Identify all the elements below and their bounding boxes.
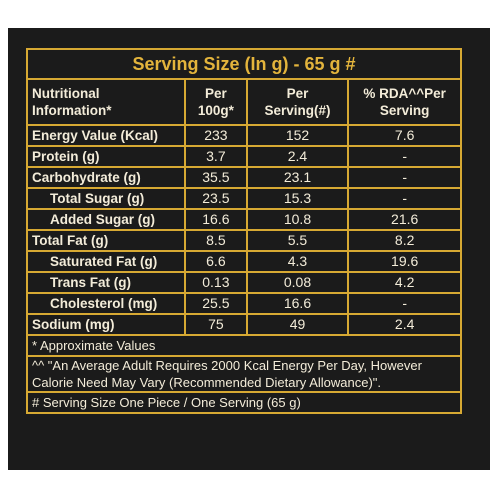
- nutrient-label: Cholesterol (mg): [25, 292, 187, 315]
- nutrient-label: Saturated Fat (g): [25, 250, 187, 273]
- value-cell: 8.2: [347, 229, 462, 252]
- value-cell: 19.6: [347, 250, 462, 273]
- nutrient-label: Added Sugar (g): [25, 208, 187, 231]
- table-row: ^^ "An Average Adult Requires 2000 Kcal …: [26, 355, 462, 393]
- value-cell: 16.6: [245, 292, 350, 315]
- value-cell: 25.5: [184, 292, 248, 315]
- footnote: # Serving Size One Piece / One Serving (…: [26, 391, 462, 414]
- value-cell: 2.4: [245, 145, 350, 168]
- value-cell: 21.6: [347, 208, 462, 231]
- value-cell: 152: [245, 124, 350, 147]
- table-row: Saturated Fat (g) 6.6 4.3 19.6: [25, 250, 462, 273]
- table-row: Protein (g) 3.7 2.4-: [25, 145, 462, 168]
- value-cell: 7.6: [347, 124, 462, 147]
- table-row: # Serving Size One Piece / One Serving (…: [26, 391, 462, 414]
- value-cell: 49: [245, 313, 350, 336]
- nutrition-table: Serving Size (In g) - 65 g # Nutritional…: [25, 48, 462, 414]
- value-cell: 16.6: [184, 208, 248, 231]
- value-cell: 8.5: [184, 229, 248, 252]
- value-cell: 23.5: [184, 187, 248, 210]
- nutrient-label: Total Fat (g): [25, 229, 187, 252]
- table-row: Nutritional Information* Per 100g* Per Ser…: [25, 78, 462, 126]
- value-cell: -: [347, 145, 462, 168]
- footnote: ^^ "An Average Adult Requires 2000 Kcal …: [26, 355, 462, 393]
- value-cell: 10.8: [245, 208, 350, 231]
- nutrient-label: Carbohydrate (g): [25, 166, 187, 189]
- table-row: Total Fat (g) 8.5 5.5 8.2: [25, 229, 462, 252]
- table-row: Added Sugar (g) 16.6 10.8 21.6: [25, 208, 462, 231]
- nutrient-label: Sodium (mg): [25, 313, 187, 336]
- value-cell: 4.2: [347, 271, 462, 294]
- value-cell: 6.6: [184, 250, 248, 273]
- table-row: Energy Value (Kcal) 233 152 7.6: [25, 124, 462, 147]
- panel: Serving Size (In g) - 65 g # Nutritional…: [8, 28, 490, 470]
- value-cell: 23.1: [245, 166, 350, 189]
- nutrient-label: Protein (g): [25, 145, 187, 168]
- value-cell: 4.3: [245, 250, 350, 273]
- value-cell: 233: [184, 124, 248, 147]
- table-row: * Approximate Values: [26, 334, 462, 357]
- value-cell: 0.08: [245, 271, 350, 294]
- value-cell: -: [347, 292, 462, 315]
- column-header: Nutritional Information*: [25, 78, 187, 126]
- value-cell: 15.3: [245, 187, 350, 210]
- column-header: Per Serving(#): [245, 78, 350, 126]
- nutrient-label: Total Sugar (g): [25, 187, 187, 210]
- value-cell: -: [347, 166, 462, 189]
- value-cell: 2.4: [347, 313, 462, 336]
- value-cell: 0.13: [184, 271, 248, 294]
- table-row: Sodium (mg) 75 49 2.4: [25, 313, 462, 336]
- value-cell: 5.5: [245, 229, 350, 252]
- footnote: * Approximate Values: [26, 334, 462, 357]
- table-title: Serving Size (In g) - 65 g #: [26, 48, 462, 80]
- nutrient-label: Energy Value (Kcal): [25, 124, 187, 147]
- table-row: Carbohydrate (g) 35.5 23.1-: [25, 166, 462, 189]
- table-row: Cholesterol (mg) 25.5 16.6-: [25, 292, 462, 315]
- nutrient-label: Trans Fat (g): [25, 271, 187, 294]
- value-cell: 35.5: [184, 166, 248, 189]
- value-cell: 75: [184, 313, 248, 336]
- column-header: Per 100g*: [184, 78, 248, 126]
- table-row: Trans Fat (g) 0.13 0.08 4.2: [25, 271, 462, 294]
- value-cell: -: [347, 187, 462, 210]
- value-cell: 3.7: [184, 145, 248, 168]
- table-row: Total Sugar (g) 23.5 15.3-: [25, 187, 462, 210]
- column-header: % RDA^^Per Serving: [347, 78, 462, 126]
